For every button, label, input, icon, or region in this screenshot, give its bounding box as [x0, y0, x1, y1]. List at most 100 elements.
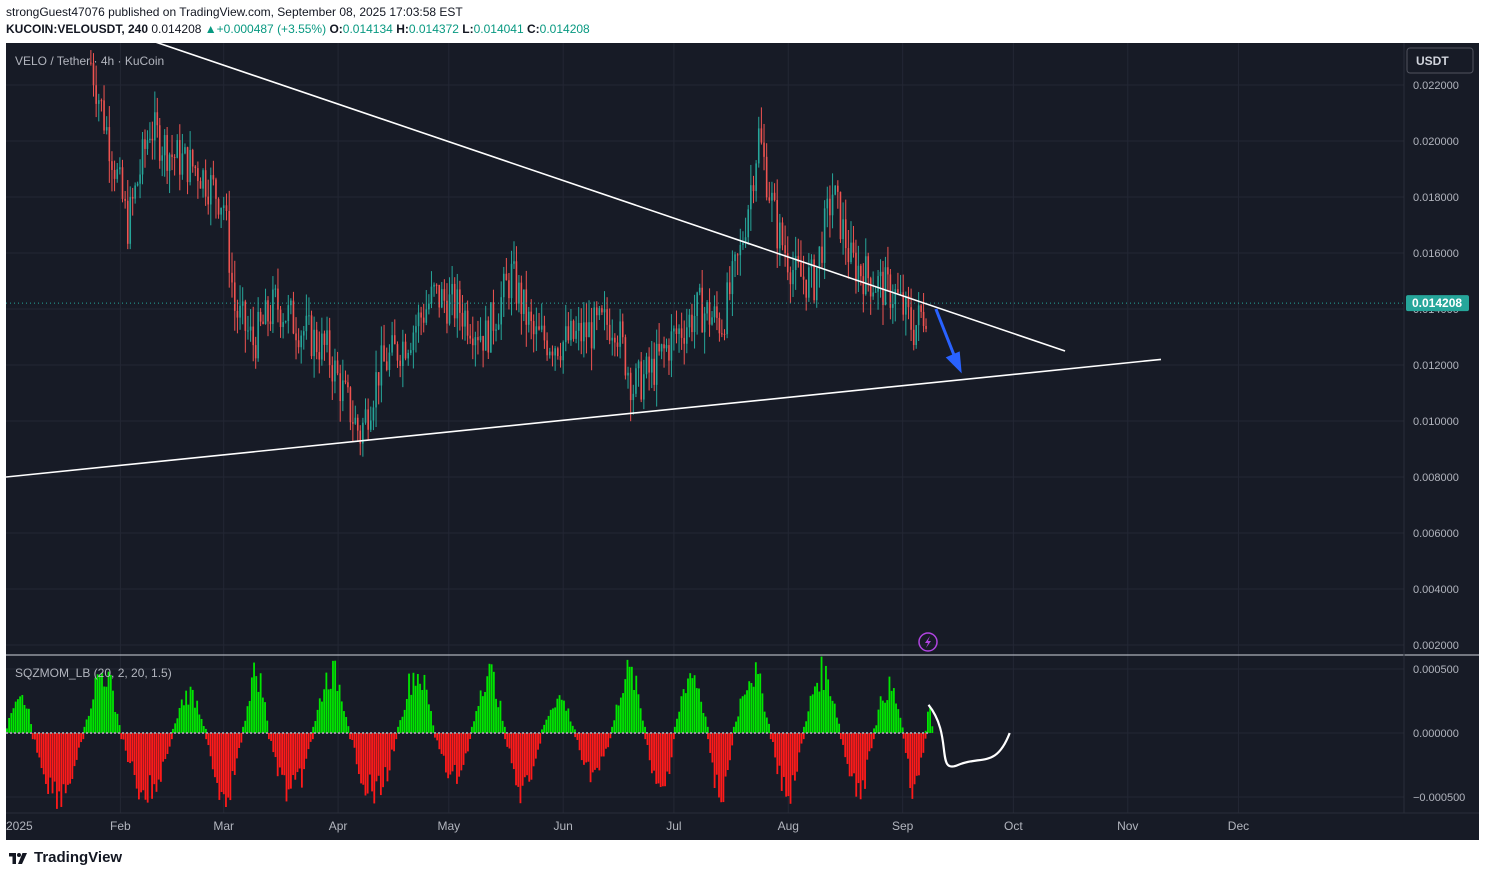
candle-up	[688, 314, 691, 328]
candle-up	[220, 208, 222, 215]
histogram-bar-down	[45, 733, 47, 784]
histogram-bar-up	[825, 665, 827, 733]
candle-down	[813, 259, 815, 301]
histogram-bar-down	[451, 733, 454, 772]
candle-down	[396, 344, 399, 361]
histogram-bar-down	[915, 733, 918, 776]
candle-up	[500, 297, 502, 325]
candle-up	[247, 330, 249, 332]
histogram-bar-up	[242, 726, 244, 733]
histogram-bar-up	[340, 701, 343, 733]
histogram-bar-down	[166, 733, 169, 754]
tradingview-brand-label: TradingView	[34, 849, 123, 866]
candle-down	[156, 112, 159, 126]
candle-up	[872, 292, 874, 297]
candle-down	[887, 267, 889, 275]
histogram-bar-up	[924, 730, 927, 733]
lightning-icon[interactable]	[918, 632, 938, 652]
histogram-bar-up	[112, 690, 114, 733]
candle-up	[119, 167, 121, 170]
histogram-bar-up	[875, 725, 878, 733]
histogram-bar-down	[857, 733, 860, 784]
histogram-bar-up	[630, 666, 633, 733]
candle-up	[161, 155, 164, 161]
histogram-bar-up	[323, 689, 326, 733]
candle-up	[284, 321, 287, 323]
candle-down	[347, 382, 349, 388]
candle-down	[244, 301, 247, 331]
histogram-bar-up	[673, 726, 676, 733]
histogram-bar-down	[276, 733, 279, 777]
candle-up	[678, 328, 680, 334]
histogram-bar-down	[508, 733, 511, 749]
candle-down	[847, 248, 850, 263]
candle-up	[794, 255, 797, 270]
histogram-bar-down	[774, 733, 777, 758]
candle-down	[616, 342, 619, 347]
candle-down	[505, 273, 508, 281]
time-tick-label: Jul	[666, 819, 681, 833]
candle-up	[874, 291, 877, 293]
indicator-axis[interactable]: 0.000500 0.000000 −0.000500	[1413, 664, 1465, 804]
histogram-bar-up	[877, 709, 880, 733]
candle-up	[884, 267, 887, 305]
candle-down	[131, 196, 134, 199]
histogram-bar-down	[438, 733, 441, 750]
histogram-bar-down	[309, 733, 312, 742]
time-axis[interactable]: 2025 Feb Mar Apr May Jun Jul Aug Sep Oct Nov Dec	[6, 819, 1249, 833]
histogram-bar-down	[56, 733, 58, 809]
candle-down	[212, 175, 215, 180]
candle-down	[100, 100, 103, 102]
symbol-ohlc-line: KUCOIN:VELOUSDT, 240 0.014208 ▲+0.000487…	[6, 22, 590, 36]
histogram-bar-down	[371, 733, 373, 792]
histogram-bar-down	[144, 733, 147, 800]
candle-down	[204, 170, 207, 197]
candle-down	[675, 328, 678, 334]
histogram-bar-down	[292, 733, 294, 776]
histogram-bar-down	[772, 733, 774, 742]
histogram-bar-down	[868, 733, 871, 752]
candle-up	[388, 352, 391, 370]
candle-up	[502, 273, 505, 298]
candle-up	[696, 292, 698, 316]
histogram-bar-down	[373, 733, 376, 804]
close-label: C:	[527, 22, 540, 36]
candle-up	[456, 289, 459, 319]
histogram-bar-up	[481, 696, 484, 733]
candle-up	[583, 322, 585, 342]
candle-up	[369, 420, 372, 430]
candle-up	[391, 335, 393, 353]
histogram-bar-up	[569, 721, 572, 733]
histogram-bar-up	[501, 720, 504, 733]
histogram-bar-up	[332, 660, 334, 733]
histogram-bar-down	[51, 733, 54, 794]
candle-up	[593, 307, 595, 349]
histogram-bar-down	[715, 733, 718, 775]
chart-frame[interactable]: 0.0220000.0200000.0180000.0160000.014000…	[5, 3, 1479, 840]
histogram-bar-up	[312, 726, 315, 733]
candlestick-series	[6, 50, 1404, 457]
currency-button[interactable]: USDT	[1406, 47, 1474, 74]
histogram-bar-up	[343, 711, 345, 733]
candle-down	[800, 262, 802, 277]
histogram-bar-down	[227, 733, 230, 798]
chart-legend: VELO / Tether · 4h · KuCoin	[15, 54, 164, 68]
candle-down	[171, 154, 173, 157]
candle-up	[823, 208, 826, 263]
histogram-bar-down	[49, 733, 52, 778]
chart-canvas[interactable]: 0.0220000.0200000.0180000.0160000.014000…	[5, 3, 1479, 840]
candle-down	[186, 147, 189, 183]
histogram-bar-down	[73, 733, 76, 767]
candle-down	[315, 329, 318, 353]
histogram-bar-up	[96, 674, 99, 733]
histogram-bar-down	[922, 733, 925, 753]
histogram-bar-down	[530, 733, 533, 780]
candle-up	[484, 320, 487, 351]
candle-up	[202, 170, 204, 189]
candle-down	[869, 278, 872, 297]
candle-up	[409, 350, 412, 353]
candle-up	[222, 205, 225, 209]
candle-up	[149, 138, 151, 141]
grid-lines	[6, 43, 1404, 813]
histogram-bar-up	[499, 700, 502, 733]
